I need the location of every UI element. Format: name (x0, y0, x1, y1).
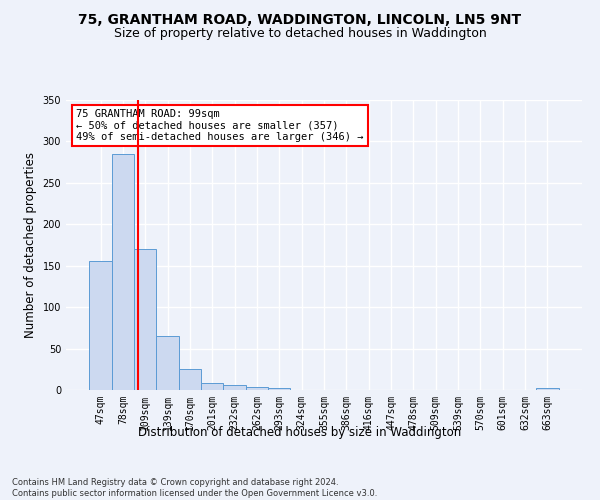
Text: 75 GRANTHAM ROAD: 99sqm
← 50% of detached houses are smaller (357)
49% of semi-d: 75 GRANTHAM ROAD: 99sqm ← 50% of detache… (76, 108, 364, 142)
Bar (112, 154, 134, 390)
Bar (201, 382, 223, 390)
Y-axis label: Number of detached properties: Number of detached properties (24, 152, 37, 338)
Bar (89, 260, 112, 390)
Bar (268, 388, 290, 390)
Text: 75, GRANTHAM ROAD, WADDINGTON, LINCOLN, LN5 9NT: 75, GRANTHAM ROAD, WADDINGTON, LINCOLN, … (79, 12, 521, 26)
Bar (157, 336, 179, 390)
Text: Distribution of detached houses by size in Waddington: Distribution of detached houses by size … (139, 426, 461, 439)
Bar (179, 370, 201, 390)
Bar (536, 388, 559, 390)
Text: Size of property relative to detached houses in Waddington: Size of property relative to detached ho… (113, 28, 487, 40)
Text: Contains HM Land Registry data © Crown copyright and database right 2024.
Contai: Contains HM Land Registry data © Crown c… (12, 478, 377, 498)
Bar (223, 385, 246, 390)
Bar (134, 249, 157, 390)
Bar (246, 386, 268, 390)
